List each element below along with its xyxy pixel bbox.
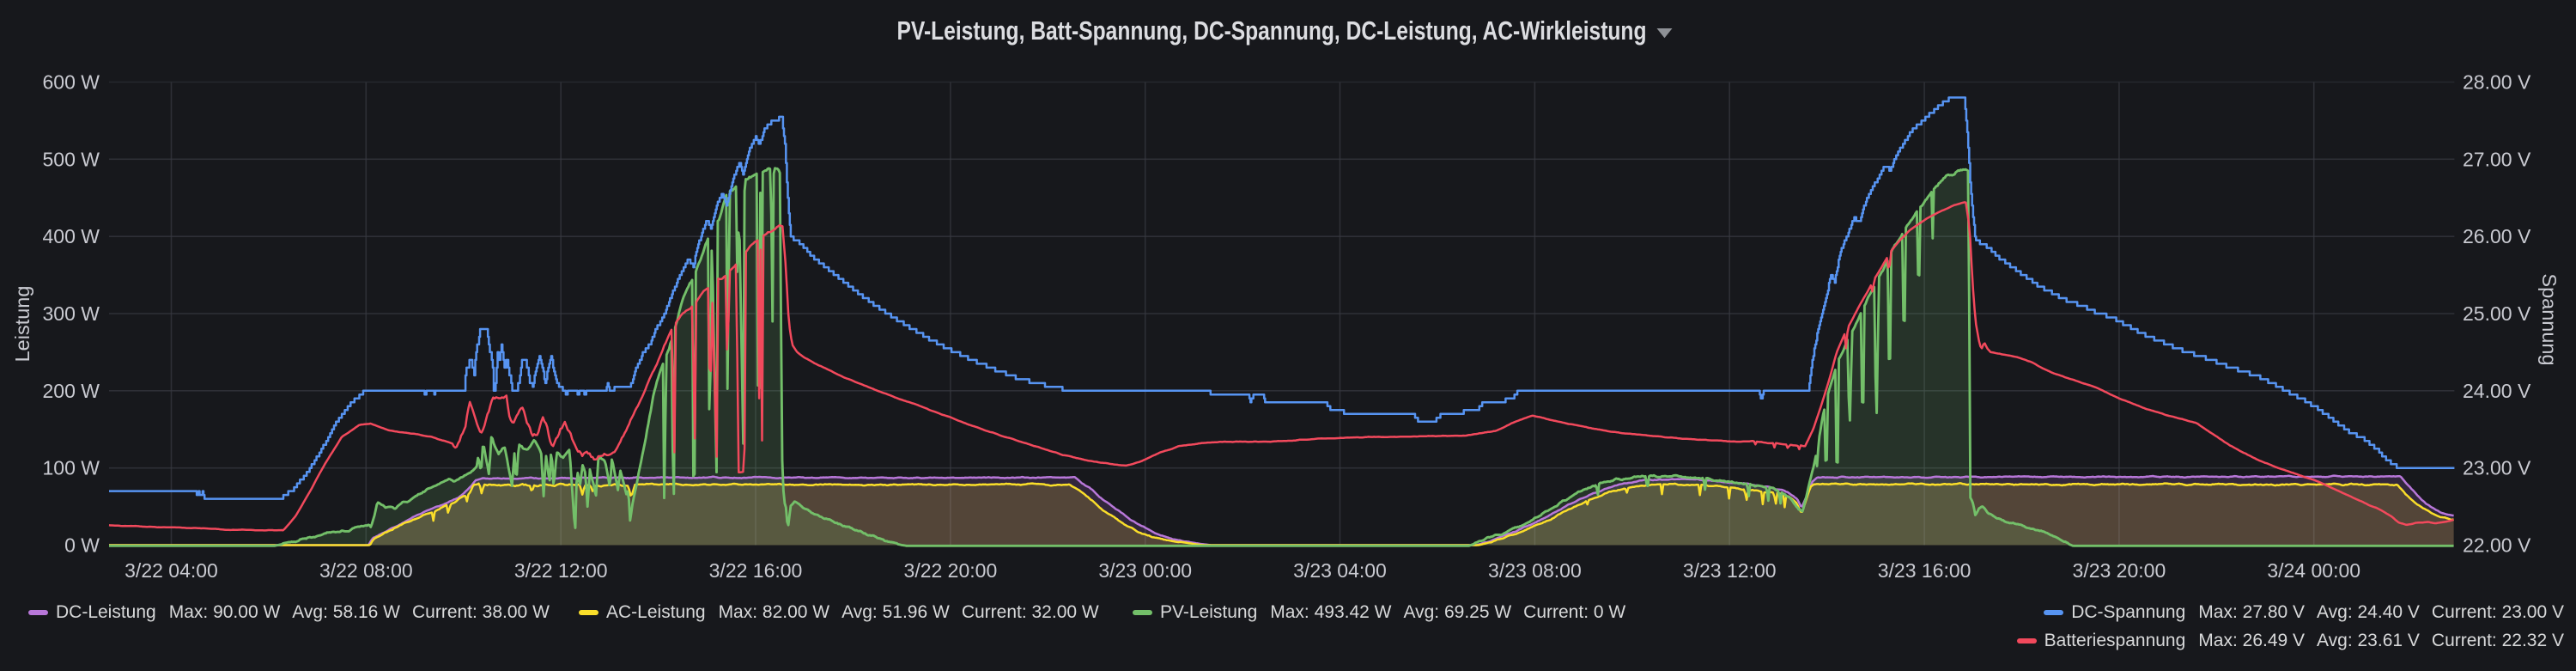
svg-text:26.00 V: 26.00 V: [2463, 225, 2531, 247]
svg-text:24.00 V: 24.00 V: [2463, 380, 2531, 402]
svg-text:3/23 12:00: 3/23 12:00: [1683, 559, 1777, 582]
svg-text:3/22 08:00: 3/22 08:00: [319, 559, 413, 582]
svg-text:3/23 08:00: 3/23 08:00: [1488, 559, 1582, 582]
svg-text:3/22 04:00: 3/22 04:00: [125, 559, 218, 582]
svg-text:200 W: 200 W: [43, 380, 100, 402]
svg-text:25.00 V: 25.00 V: [2463, 302, 2531, 325]
svg-text:3/23 00:00: 3/23 00:00: [1098, 559, 1192, 582]
svg-text:3/22 16:00: 3/22 16:00: [709, 559, 803, 582]
svg-text:3/23 16:00: 3/23 16:00: [1878, 559, 1971, 582]
svg-text:28.00 V: 28.00 V: [2463, 71, 2531, 94]
svg-text:300 W: 300 W: [43, 302, 100, 325]
svg-text:500 W: 500 W: [43, 148, 100, 170]
svg-text:400 W: 400 W: [43, 225, 100, 247]
svg-text:Leistung: Leistung: [11, 286, 33, 363]
svg-text:23.00 V: 23.00 V: [2463, 457, 2531, 479]
svg-text:27.00 V: 27.00 V: [2463, 148, 2531, 170]
svg-text:PV-Leistung, Batt-Spannung, DC: PV-Leistung, Batt-Spannung, DC-Spannung,…: [897, 15, 1647, 45]
svg-text:3/23 20:00: 3/23 20:00: [2073, 559, 2166, 582]
svg-text:3/24 00:00: 3/24 00:00: [2267, 559, 2360, 582]
svg-text:Spannung: Spannung: [2538, 273, 2561, 365]
svg-text:0 W: 0 W: [64, 534, 100, 557]
svg-text:100 W: 100 W: [43, 457, 100, 479]
svg-text:3/22 12:00: 3/22 12:00: [514, 559, 608, 582]
svg-text:22.00 V: 22.00 V: [2463, 534, 2531, 557]
svg-text:600 W: 600 W: [43, 71, 100, 94]
svg-text:3/23 04:00: 3/23 04:00: [1293, 559, 1387, 582]
svg-text:3/22 20:00: 3/22 20:00: [904, 559, 998, 582]
